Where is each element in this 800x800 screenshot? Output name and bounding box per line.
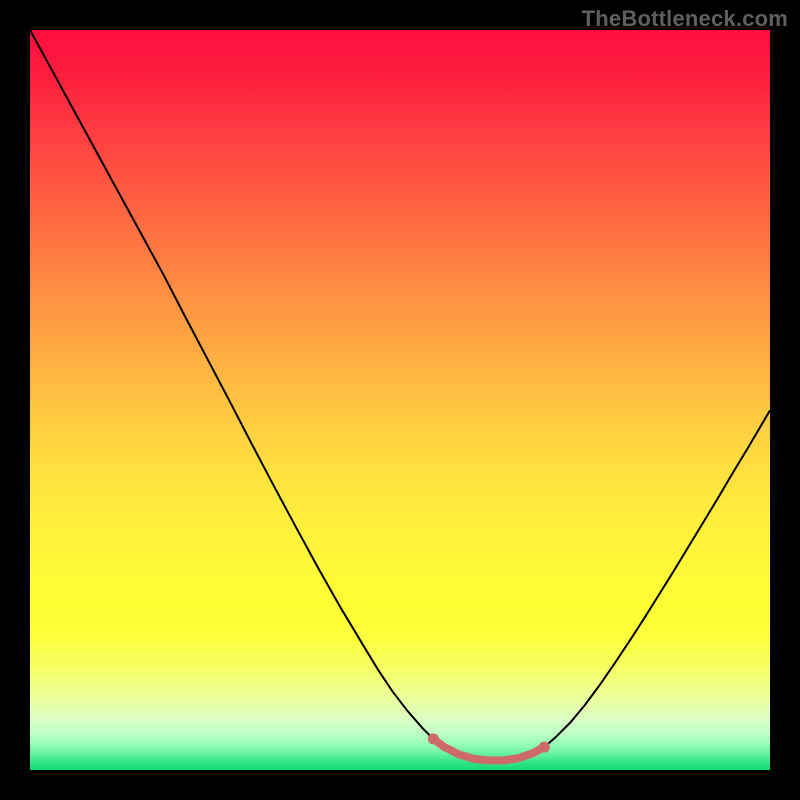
chart-frame: TheBottleneck.com xyxy=(0,0,800,800)
plot-area xyxy=(30,30,770,770)
gradient-background xyxy=(30,30,770,770)
watermark-text: TheBottleneck.com xyxy=(582,6,788,32)
valley-marker xyxy=(539,742,550,753)
gradient-chart xyxy=(30,30,770,770)
valley-marker xyxy=(428,733,439,744)
